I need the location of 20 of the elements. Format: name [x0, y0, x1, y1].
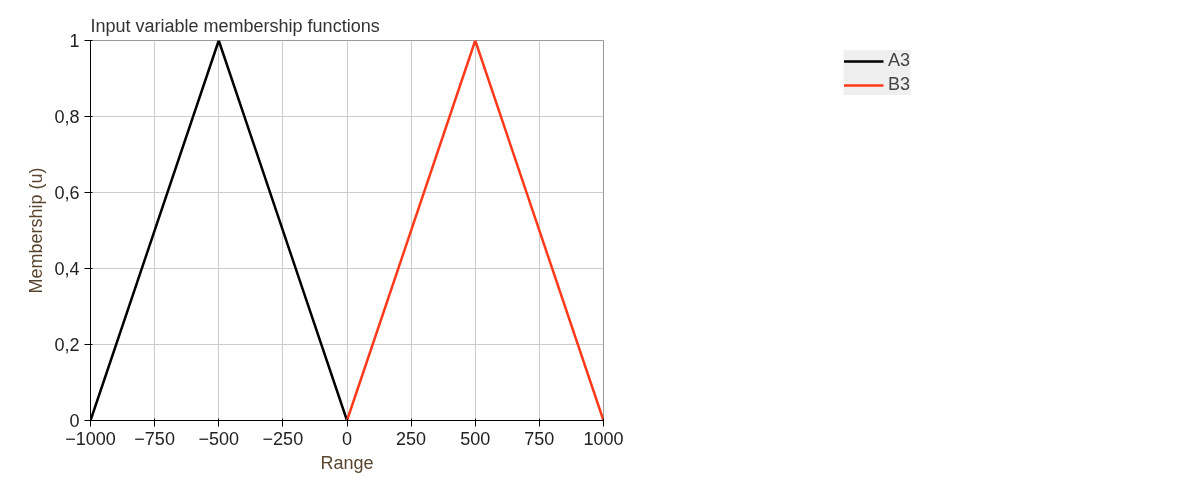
legend-label: A3	[887, 50, 911, 71]
x-tick-label: 250	[396, 428, 427, 449]
x-tick-label: −500	[198, 428, 240, 449]
legend-label: B3	[887, 74, 911, 95]
y-tick-label: 0,4	[54, 259, 80, 279]
x-tick-label: −750	[134, 428, 175, 449]
y-tick-label: 0	[69, 411, 80, 431]
y-tick-label: 0,8	[54, 107, 80, 127]
chart-title: Input variable membership functions	[90, 15, 380, 36]
x-tick-label: −250	[262, 428, 304, 449]
x-axis-title: Range	[320, 452, 374, 473]
x-tick-label: 1000	[583, 428, 624, 449]
x-tick-label: 500	[460, 428, 491, 449]
y-tick-label: 0,6	[54, 183, 80, 203]
x-tick-label: 750	[524, 428, 555, 449]
x-tick-label: 0	[341, 428, 353, 449]
y-axis-title: Membership (u)	[26, 167, 47, 294]
x-tick-label: −1000	[65, 428, 116, 449]
y-tick-label: 0,2	[54, 335, 80, 355]
y-tick-label: 1	[69, 31, 80, 51]
